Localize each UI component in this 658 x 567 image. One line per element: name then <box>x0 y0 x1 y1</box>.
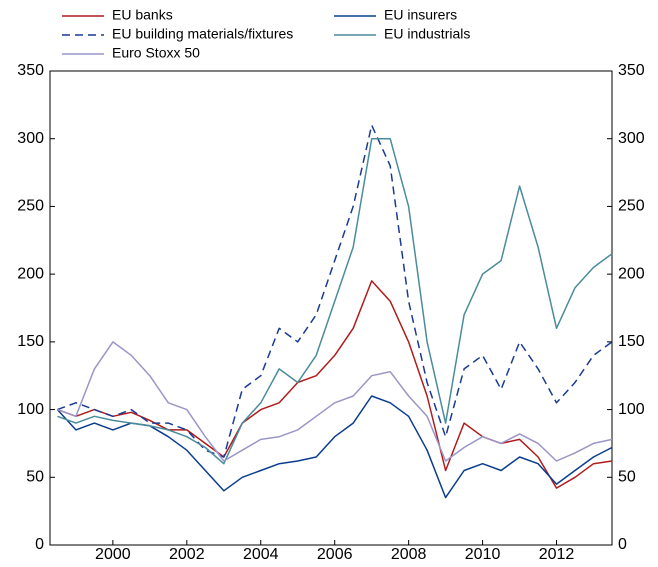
x-tick-label: 2004 <box>243 546 279 562</box>
y-tick-label: 300 <box>17 130 44 147</box>
x-tick-label: 2002 <box>169 546 205 562</box>
y2-tick-label: 0 <box>618 536 627 553</box>
y-tick-label: 0 <box>35 536 44 553</box>
y-tick-label: 100 <box>17 401 44 418</box>
series-line <box>56 395 613 499</box>
plot-frame <box>49 70 613 546</box>
x-tick-label: 2012 <box>539 546 575 562</box>
legend-label: EU industrials <box>384 26 470 42</box>
y2-tick-label: 200 <box>618 265 645 282</box>
y-tick-label: 150 <box>17 333 44 350</box>
y2-tick-label: 300 <box>618 130 645 147</box>
legend-label: EU building materials/fixtures <box>112 26 293 42</box>
y-tick-label: 250 <box>17 198 44 215</box>
y-tick-label: 50 <box>26 469 44 486</box>
y-tick-label: 350 <box>17 62 44 79</box>
y2-tick-label: 150 <box>618 333 645 350</box>
legend-label: Euro Stoxx 50 <box>112 45 200 61</box>
legend-label: EU insurers <box>384 7 457 23</box>
x-tick-label: 2010 <box>465 546 501 562</box>
y-tick-label: 200 <box>17 265 44 282</box>
y2-tick-label: 100 <box>618 401 645 418</box>
y2-tick-label: 350 <box>618 62 645 79</box>
x-tick-label: 2008 <box>391 546 427 562</box>
y2-tick-label: 50 <box>618 469 636 486</box>
series-line <box>57 341 613 462</box>
series-line <box>57 280 613 489</box>
y2-tick-label: 250 <box>618 198 645 215</box>
series-line <box>57 137 613 465</box>
x-tick-label: 2006 <box>317 546 353 562</box>
series-line <box>57 124 613 458</box>
legend-label: EU banks <box>112 7 173 23</box>
x-tick-label: 2000 <box>95 546 131 562</box>
